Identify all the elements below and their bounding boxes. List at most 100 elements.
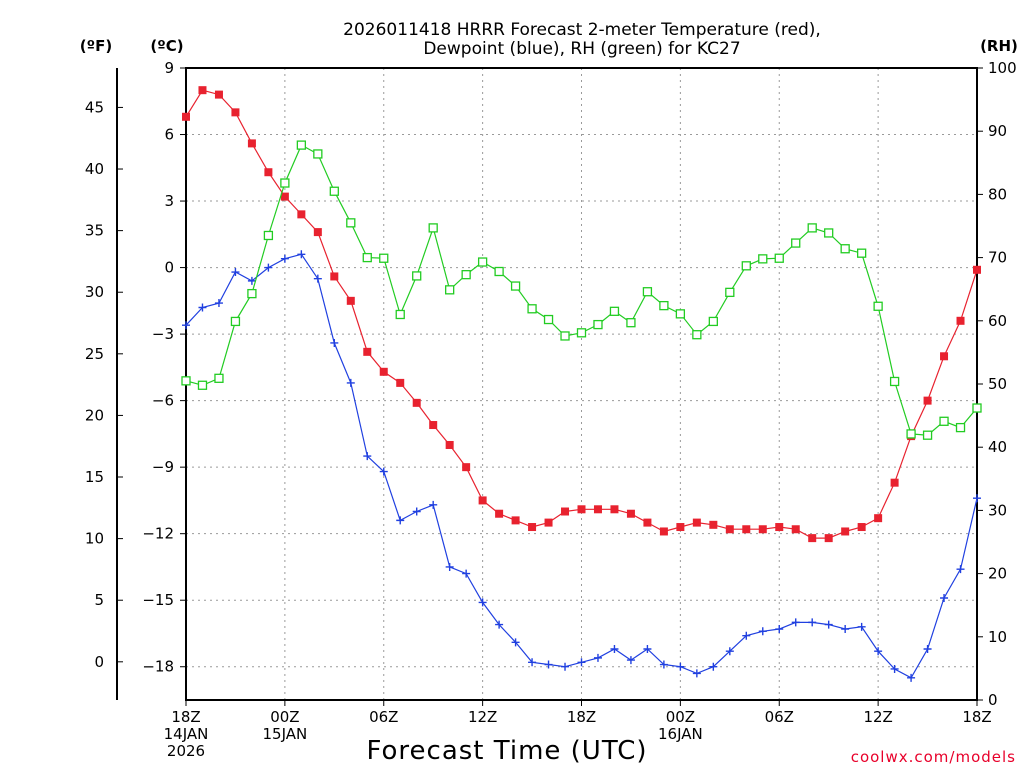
rh-point <box>181 376 191 386</box>
x-tick-label: 00Z <box>270 708 299 726</box>
temperature-point <box>577 505 586 514</box>
rh-point <box>824 228 834 238</box>
dewpoint-point <box>692 669 701 678</box>
rh-tick-label: 20 <box>988 565 1007 583</box>
rh-point <box>609 306 620 316</box>
x-tick-label: 18Z <box>171 708 200 726</box>
fahrenheit-tick-label: 20 <box>85 406 104 424</box>
temperature-point <box>297 210 306 219</box>
temperature-point <box>511 516 520 525</box>
dewpoint-point <box>182 321 190 330</box>
temperature-point <box>824 534 833 543</box>
dewpoint-point <box>511 638 520 647</box>
temperature-point <box>346 296 355 305</box>
dewpoint-point <box>610 644 619 653</box>
rh-point <box>741 261 751 271</box>
rh-point <box>576 328 587 338</box>
rh-point <box>560 331 570 341</box>
temperature-point <box>396 378 405 387</box>
rh-point <box>906 429 916 439</box>
temperature-point <box>478 496 487 505</box>
temperature-point <box>610 505 619 514</box>
rh-point <box>362 252 372 263</box>
temperature-point <box>379 367 388 376</box>
rh-point <box>725 287 735 298</box>
fahrenheit-tick-label: 25 <box>85 345 104 363</box>
x-tick-label: 14JAN <box>164 725 209 743</box>
celsius-tick-label: −6 <box>152 392 174 410</box>
x-tick-label: 12Z <box>863 708 892 726</box>
temperature-point <box>182 112 190 121</box>
x-tick-label: 16JAN <box>658 725 703 743</box>
temperature-point <box>923 396 932 405</box>
temperature-point <box>725 525 734 534</box>
dewpoint-point <box>561 662 570 671</box>
rh-point <box>510 281 521 291</box>
rh-tick-label: 70 <box>988 249 1007 267</box>
celsius-tick-label: 6 <box>164 126 174 144</box>
rh-point <box>445 285 455 295</box>
temperature-point <box>742 525 751 534</box>
rh-point <box>955 422 966 433</box>
rh-point <box>675 309 686 319</box>
dewpoint-point <box>956 565 965 574</box>
rh-tick-label: 30 <box>988 501 1007 519</box>
watermark: coolwx.com/models <box>851 748 1016 766</box>
dewpoint-point <box>412 507 421 516</box>
celsius-tick-label: 3 <box>164 192 174 210</box>
rh-point <box>428 223 438 233</box>
dewpoint-point <box>198 303 207 312</box>
dewpoint-point <box>280 254 289 263</box>
rh-tick-label: 50 <box>988 375 1007 393</box>
celsius-tick-label: −3 <box>152 325 174 343</box>
temperature-point <box>462 463 471 472</box>
celsius-tick-label: 0 <box>164 259 174 277</box>
dewpoint-point <box>297 250 306 259</box>
x-tick-label: 18Z <box>962 708 991 726</box>
temperature-point <box>445 440 454 449</box>
temperature-point <box>841 527 850 536</box>
rh-point <box>642 287 653 297</box>
rh-point <box>889 376 900 387</box>
fahrenheit-tick-label: 40 <box>85 160 104 178</box>
dewpoint-point <box>478 598 487 607</box>
rh-point <box>412 271 422 281</box>
chart-title-line-1: 2026011418 HRRR Forecast 2-meter Tempera… <box>343 20 821 40</box>
rh-point <box>346 218 356 228</box>
x-tick-label: 18Z <box>567 708 596 726</box>
rh-point <box>543 314 554 325</box>
rh-tick-label: 0 <box>988 691 998 709</box>
rh-point <box>197 380 208 390</box>
dewpoint-point <box>264 263 273 272</box>
fahrenheit-tick-label: 10 <box>85 530 104 548</box>
temperature-point <box>429 421 438 430</box>
rh-point <box>593 319 603 330</box>
dewpoint-point <box>775 625 784 634</box>
temperature-point <box>280 192 289 201</box>
dewpoint-point <box>841 625 850 634</box>
temperature-point <box>857 523 866 532</box>
x-tick-label: 06Z <box>369 708 398 726</box>
rh-tick-label: 100 <box>988 59 1017 77</box>
dewpoint-point <box>247 276 256 285</box>
fahrenheit-tick-label: 45 <box>85 98 104 116</box>
dewpoint-point <box>923 644 932 653</box>
fahrenheit-unit-label: (ºF) <box>80 37 112 55</box>
rh-point <box>214 373 224 383</box>
rh-point <box>527 304 537 314</box>
temperature-point <box>709 520 718 529</box>
dewpoint-point <box>676 662 685 671</box>
dewpoint-point <box>593 653 602 662</box>
temperature-point <box>412 398 421 407</box>
rh-point <box>791 238 801 248</box>
temperature-point <box>214 90 223 99</box>
temperature-point <box>231 108 240 117</box>
dewpoint-point <box>346 378 355 387</box>
x-tick-label: 06Z <box>765 708 794 726</box>
dewpoint-point <box>313 274 322 283</box>
temperature-point <box>874 514 883 523</box>
rh-point <box>972 403 982 413</box>
x-tick-label: 2026 <box>167 742 205 760</box>
dewpoint-point <box>462 569 471 578</box>
